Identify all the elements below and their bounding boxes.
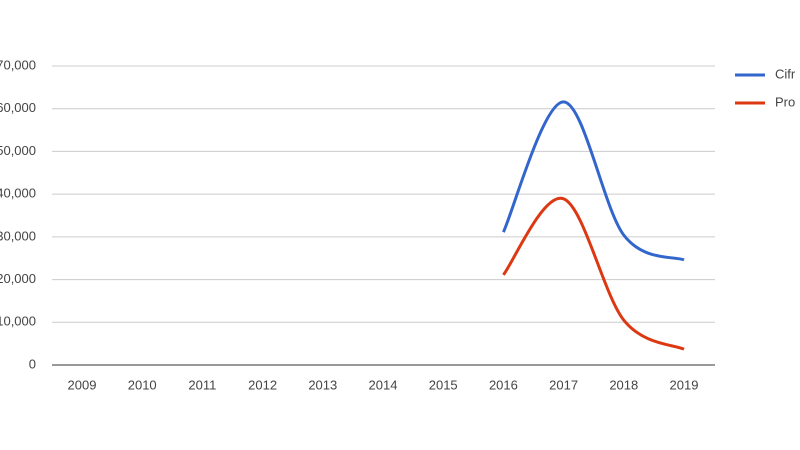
y-tick-label: 10,000 xyxy=(0,314,36,329)
x-tick-label: 2019 xyxy=(670,377,699,392)
y-tick-label: 50,000 xyxy=(0,143,36,158)
x-tick-label: 2014 xyxy=(369,377,398,392)
x-tick-label: 2017 xyxy=(549,377,578,392)
x-tick-label: 2016 xyxy=(489,377,518,392)
y-tick-label: 70,000 xyxy=(0,57,36,72)
x-tick-label: 2010 xyxy=(128,377,157,392)
legend-label: Pro xyxy=(775,94,795,109)
x-tick-label: 2009 xyxy=(68,377,97,392)
x-tick-label: 2011 xyxy=(188,377,216,392)
x-tick-label: 2015 xyxy=(429,377,458,392)
x-tick-label: 2012 xyxy=(248,377,277,392)
legend-label: Cifr xyxy=(775,66,796,81)
y-tick-label: 30,000 xyxy=(0,228,36,243)
series-line xyxy=(502,100,685,262)
x-tick-label: 2013 xyxy=(308,377,337,392)
y-tick-label: 60,000 xyxy=(0,100,36,115)
y-tick-label: 0 xyxy=(29,356,36,371)
x-tick-label: 2018 xyxy=(609,377,638,392)
y-tick-label: 20,000 xyxy=(0,271,36,286)
y-tick-label: 40,000 xyxy=(0,186,36,201)
series-line xyxy=(502,197,685,351)
